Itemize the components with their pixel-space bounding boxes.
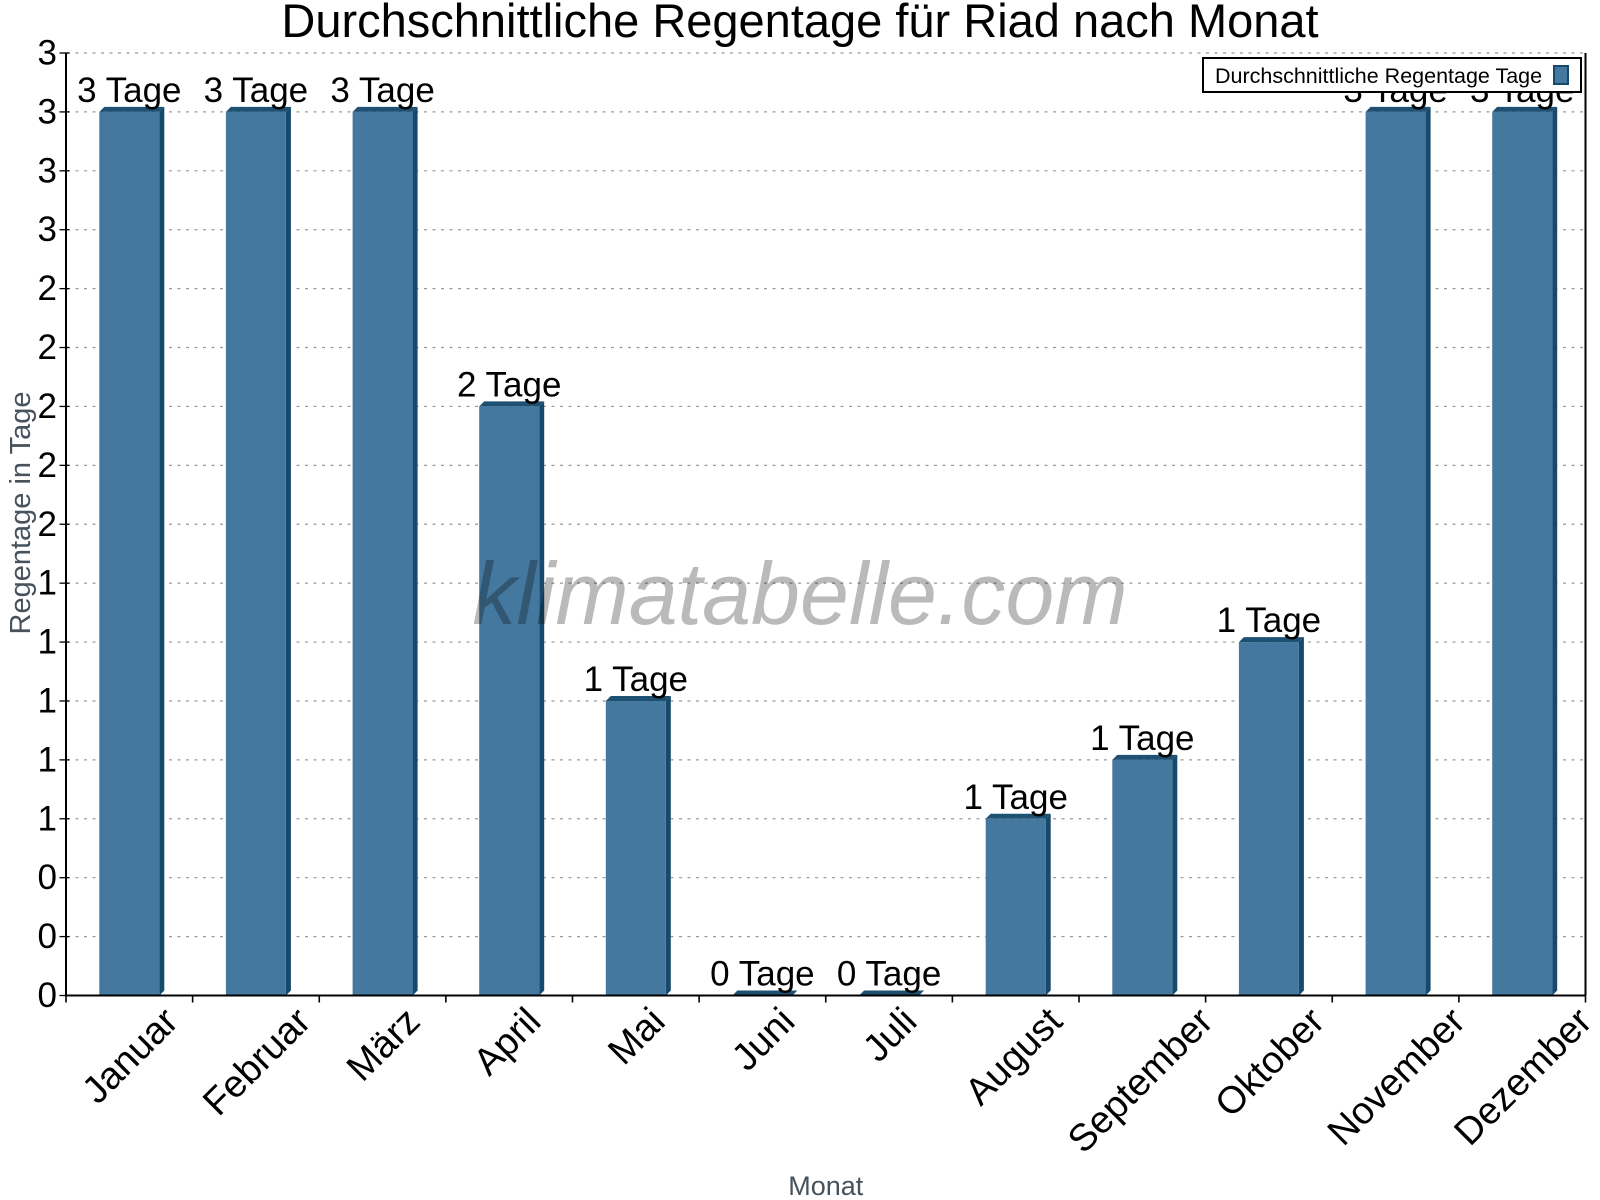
svg-text:1: 1: [38, 799, 57, 838]
svg-text:1: 1: [38, 681, 57, 720]
svg-text:3: 3: [38, 151, 57, 190]
svg-text:1 Tage: 1 Tage: [963, 778, 1067, 817]
svg-text:1 Tage: 1 Tage: [1090, 719, 1194, 758]
svg-text:Durchschnittliche Regentage fü: Durchschnittliche Regentage für Riad nac…: [281, 0, 1318, 47]
svg-text:3 Tage: 3 Tage: [204, 71, 308, 110]
svg-text:1: 1: [38, 564, 57, 603]
svg-text:Monat: Monat: [788, 1171, 864, 1200]
svg-text:Durchschnittliche Regentage Ta: Durchschnittliche Regentage Tage: [1215, 64, 1542, 88]
svg-text:klimatabelle.com: klimatabelle.com: [472, 544, 1127, 643]
svg-text:1: 1: [38, 740, 57, 779]
svg-text:3 Tage: 3 Tage: [330, 71, 434, 110]
svg-text:2: 2: [38, 505, 57, 544]
svg-text:3 Tage: 3 Tage: [77, 71, 181, 110]
svg-text:2: 2: [38, 446, 57, 485]
svg-text:0 Tage: 0 Tage: [710, 955, 814, 994]
svg-text:1 Tage: 1 Tage: [584, 660, 688, 699]
svg-text:0: 0: [38, 976, 57, 1015]
svg-text:3: 3: [38, 210, 57, 249]
svg-text:2: 2: [38, 387, 57, 426]
svg-text:2: 2: [38, 328, 57, 367]
svg-text:1: 1: [38, 623, 57, 662]
svg-text:2 Tage: 2 Tage: [457, 365, 561, 404]
svg-text:3: 3: [38, 34, 57, 73]
svg-text:1 Tage: 1 Tage: [1217, 601, 1321, 640]
svg-text:0 Tage: 0 Tage: [837, 955, 941, 994]
svg-text:0: 0: [38, 917, 57, 956]
svg-text:0: 0: [38, 858, 57, 897]
svg-text:3: 3: [38, 92, 57, 131]
svg-text:Regentage in Tage: Regentage in Tage: [5, 392, 37, 635]
svg-text:2: 2: [38, 269, 57, 308]
